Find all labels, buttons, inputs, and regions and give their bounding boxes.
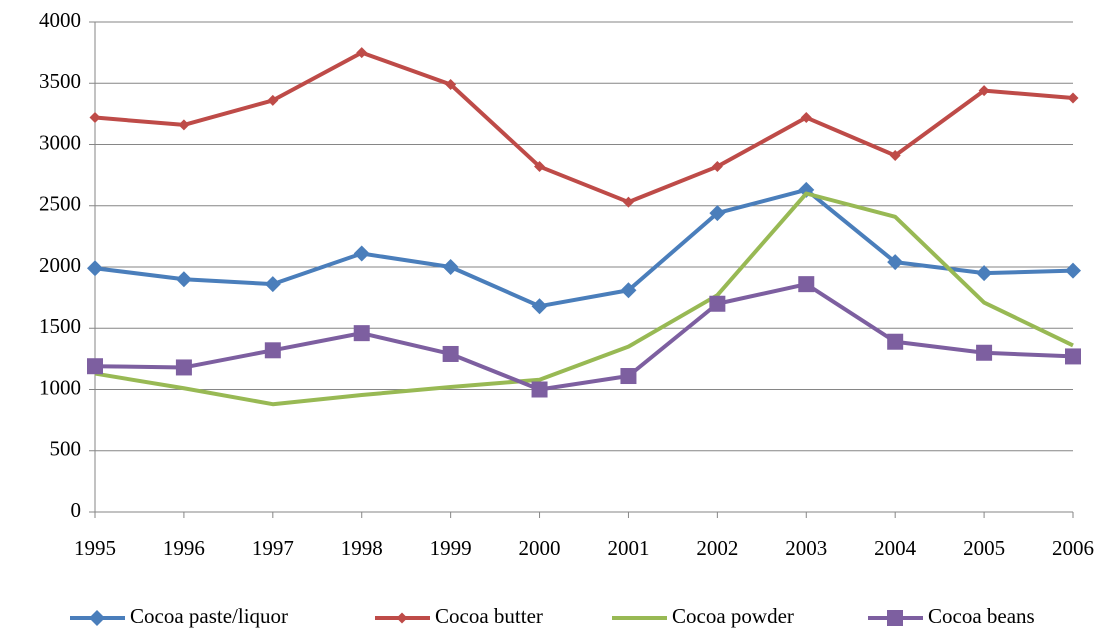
marker (709, 295, 726, 312)
x-tick-label: 2004 (874, 536, 917, 560)
marker (353, 325, 370, 342)
x-tick-label: 2005 (963, 536, 1005, 560)
legend-label: Cocoa powder (672, 604, 794, 628)
x-tick-label: 1999 (430, 536, 472, 560)
y-tick-label: 2000 (39, 253, 81, 277)
marker (800, 112, 812, 124)
marker (356, 47, 368, 59)
marker (264, 276, 281, 293)
series-line (94, 50, 1074, 205)
x-tick-label: 2000 (519, 536, 561, 560)
marker (1067, 92, 1079, 104)
marker (531, 381, 548, 398)
marker (267, 94, 279, 106)
x-tick-label: 2006 (1052, 536, 1094, 560)
marker (442, 259, 459, 275)
x-tick-label: 1998 (341, 536, 383, 560)
y-tick-label: 3000 (39, 130, 81, 154)
marker (889, 150, 901, 162)
marker (976, 344, 993, 361)
marker (1065, 348, 1081, 365)
marker (711, 161, 723, 173)
marker (620, 282, 637, 299)
marker (1065, 262, 1081, 279)
x-tick-label: 1997 (252, 536, 294, 560)
marker (175, 359, 192, 376)
series-line (94, 187, 1074, 309)
marker (887, 333, 904, 350)
marker (445, 78, 457, 90)
legend-label: Cocoa beans (928, 604, 1035, 628)
marker (87, 260, 103, 277)
marker (442, 345, 459, 362)
series-line (94, 191, 1074, 407)
marker (887, 254, 904, 271)
y-tick-label: 4000 (39, 8, 81, 32)
series-line (94, 282, 1074, 392)
marker (531, 298, 548, 315)
legend-label: Cocoa butter (435, 604, 543, 628)
marker (264, 342, 281, 359)
marker (178, 119, 190, 131)
marker (534, 161, 546, 173)
marker (87, 358, 103, 375)
x-tick-label: 2002 (696, 536, 738, 560)
y-tick-label: 1500 (39, 314, 81, 338)
marker (175, 271, 192, 288)
marker (887, 610, 903, 626)
marker (620, 368, 637, 385)
y-tick-label: 1000 (39, 375, 81, 399)
marker (89, 112, 101, 124)
marker (798, 276, 815, 293)
y-tick-label: 3500 (39, 69, 81, 93)
marker (709, 205, 726, 222)
legend-label: Cocoa paste/liquor (130, 604, 288, 628)
marker (622, 196, 634, 208)
marker (89, 610, 105, 626)
y-tick-label: 0 (71, 498, 82, 522)
marker (976, 265, 993, 282)
x-tick-label: 2001 (607, 536, 649, 560)
y-tick-label: 500 (50, 437, 82, 461)
marker (978, 85, 990, 97)
x-tick-label: 1995 (74, 536, 116, 560)
marker (353, 245, 370, 262)
x-tick-label: 2003 (785, 536, 827, 560)
y-tick-label: 2500 (39, 192, 81, 216)
marker (396, 612, 408, 624)
x-tick-label: 1996 (163, 536, 205, 560)
